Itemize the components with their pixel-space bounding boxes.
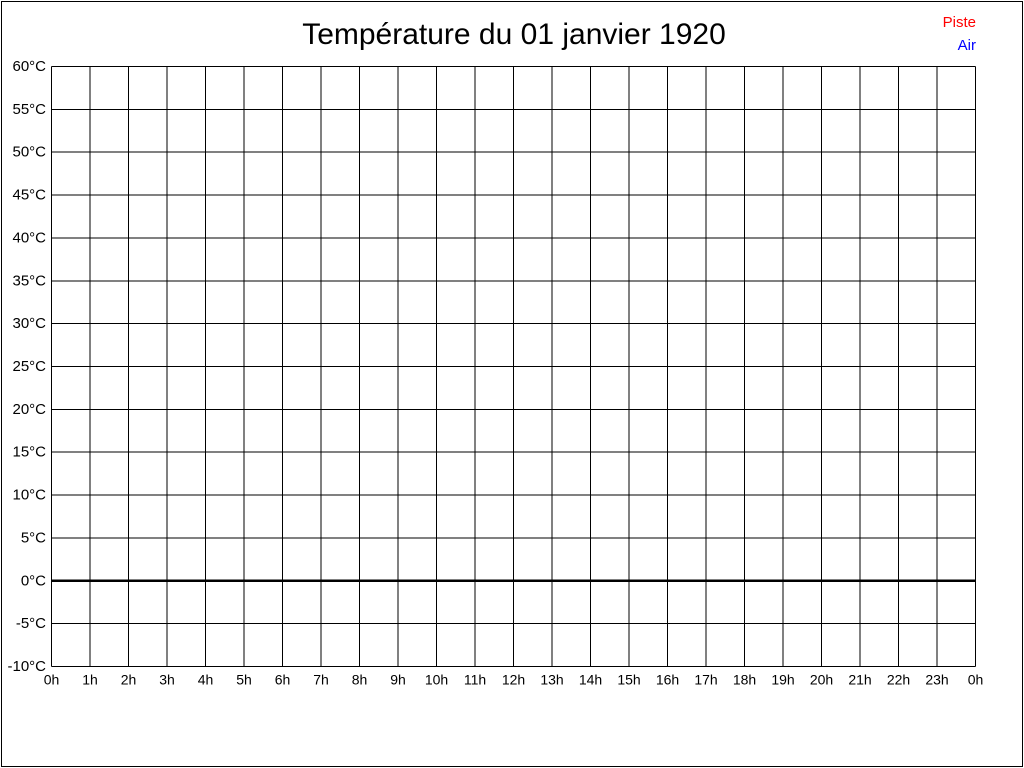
svg-text:23h: 23h <box>925 672 948 688</box>
svg-text:19h: 19h <box>771 672 794 688</box>
svg-text:8h: 8h <box>352 672 368 688</box>
svg-text:55°C: 55°C <box>12 101 46 118</box>
svg-text:60°C: 60°C <box>12 58 46 75</box>
svg-text:4h: 4h <box>198 672 214 688</box>
svg-text:35°C: 35°C <box>12 272 46 289</box>
svg-text:14h: 14h <box>579 672 602 688</box>
svg-text:0°C: 0°C <box>21 572 46 589</box>
svg-text:30°C: 30°C <box>12 315 46 332</box>
svg-text:-5°C: -5°C <box>16 615 46 632</box>
svg-text:20°C: 20°C <box>12 401 46 418</box>
svg-text:22h: 22h <box>887 672 910 688</box>
svg-text:3h: 3h <box>159 672 175 688</box>
svg-text:12h: 12h <box>502 672 525 688</box>
svg-text:6h: 6h <box>275 672 291 688</box>
svg-text:17h: 17h <box>694 672 717 688</box>
svg-text:40°C: 40°C <box>12 229 46 246</box>
svg-text:10°C: 10°C <box>12 487 46 504</box>
svg-text:7h: 7h <box>313 672 329 688</box>
svg-text:15°C: 15°C <box>12 444 46 461</box>
svg-text:11h: 11h <box>464 672 486 688</box>
svg-text:5°C: 5°C <box>21 529 46 546</box>
svg-text:16h: 16h <box>656 672 679 688</box>
svg-text:2h: 2h <box>121 672 137 688</box>
svg-text:13h: 13h <box>540 672 563 688</box>
svg-text:20h: 20h <box>810 672 833 688</box>
svg-text:10h: 10h <box>425 672 448 688</box>
svg-text:15h: 15h <box>617 672 640 688</box>
svg-text:1h: 1h <box>82 672 98 688</box>
svg-text:0h: 0h <box>968 672 984 688</box>
svg-text:18h: 18h <box>733 672 756 688</box>
svg-text:5h: 5h <box>236 672 252 688</box>
svg-text:-10°C: -10°C <box>7 658 46 675</box>
svg-text:9h: 9h <box>390 672 406 688</box>
svg-text:50°C: 50°C <box>12 144 46 161</box>
svg-text:45°C: 45°C <box>12 187 46 204</box>
svg-text:21h: 21h <box>848 672 871 688</box>
svg-text:25°C: 25°C <box>12 358 46 375</box>
svg-text:0h: 0h <box>44 672 60 688</box>
